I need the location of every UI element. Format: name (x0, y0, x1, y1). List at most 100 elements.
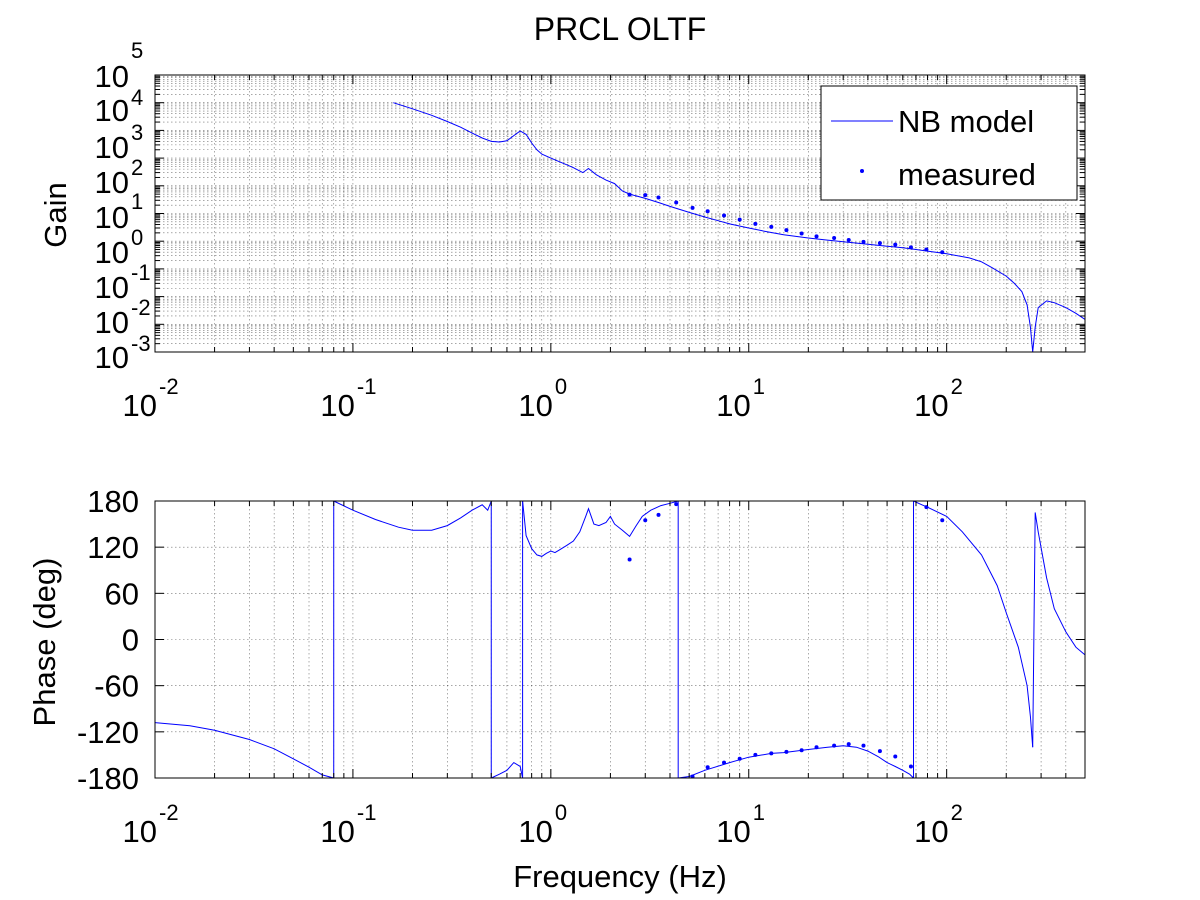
y-tick-label-exponent: 1 (131, 189, 143, 214)
y-tick-label-base: 10 (95, 200, 129, 235)
legend-box (820, 85, 1078, 201)
measured-phase-point (643, 518, 648, 523)
measured-gain-point (814, 234, 819, 239)
measured-gain-point (722, 213, 727, 218)
measured-phase-point (627, 557, 632, 562)
x-tick-label-exponent: 1 (753, 800, 765, 825)
measured-phase-point (674, 502, 679, 507)
x-tick-label: 10-1 (320, 800, 376, 849)
x-tick-label-exponent: 2 (951, 800, 963, 825)
x-tick-label-exponent: 0 (555, 374, 567, 399)
y-tick-label-exponent: -2 (131, 295, 151, 320)
measured-gain-point (940, 250, 945, 255)
measured-gain-point (627, 192, 632, 197)
phase-x-axis-label: Frequency (Hz) (513, 859, 727, 894)
measured-phase-point (908, 764, 913, 769)
x-tick-label-exponent: 1 (753, 374, 765, 399)
y-tick-label: 10-1 (95, 235, 151, 285)
chart-title: PRCL OLTF (534, 11, 706, 47)
y-tick-label: 10-3 (95, 305, 151, 356)
x-tick-label-exponent: -1 (357, 800, 377, 825)
measured-phase-point (737, 756, 742, 761)
measured-phase-point (832, 743, 837, 748)
y-tick-label: 103 (95, 93, 144, 145)
x-tick-label-exponent: -2 (159, 800, 179, 825)
measured-gain-point (674, 200, 679, 205)
x-tick-label-base: 10 (518, 388, 552, 423)
measured-phase-point (705, 765, 710, 770)
measured-gain-point (737, 217, 742, 222)
legend: NB model measured (820, 85, 1078, 201)
measured-phase-point (924, 505, 929, 510)
y-tick-label-base: 10 (95, 235, 129, 270)
y-tick-label-exponent: -1 (131, 260, 151, 285)
x-tick-label: 101 (716, 800, 765, 849)
measured-gain-point (799, 231, 804, 236)
measured-phase-point (799, 748, 804, 753)
measured-phase-point (784, 749, 789, 754)
y-tick-label: -60 (94, 669, 139, 704)
measured-gain-point (643, 193, 648, 198)
y-tick-label-base: 10 (95, 270, 129, 305)
y-tick-label-exponent: 0 (131, 225, 143, 250)
measured-gain-point (705, 209, 710, 214)
y-tick-label-base: 10 (95, 59, 129, 94)
measured-gain-point (908, 245, 913, 250)
measured-gain-point (769, 224, 774, 229)
x-tick-label-exponent: 2 (951, 374, 963, 399)
measured-phase-point (940, 518, 945, 523)
y-tick-label-exponent: -3 (131, 331, 151, 356)
measured-phase-point (753, 752, 758, 757)
y-tick-label: 180 (87, 484, 139, 519)
measured-phase-point (846, 742, 851, 747)
measured-gain-point (753, 221, 758, 226)
y-tick-label: 120 (87, 530, 139, 565)
y-tick-label: 60 (105, 576, 139, 611)
y-tick-label-exponent: 3 (131, 120, 143, 145)
y-tick-label: 10 (95, 340, 129, 375)
measured-phase-point (814, 745, 819, 750)
x-tick-label-base: 10 (914, 814, 948, 849)
nb-model-phase-line (154, 722, 334, 779)
y-tick-label: 100 (95, 200, 144, 250)
gain-grid (154, 75, 1086, 353)
y-tick-label-exponent: 4 (131, 85, 143, 110)
x-tick-label-exponent: 0 (555, 800, 567, 825)
measured-phase-point (690, 774, 695, 779)
y-tick-label-base: 10 (95, 93, 129, 128)
x-tick-label: 101 (716, 374, 765, 423)
nb-model-phase-line (491, 761, 524, 779)
legend-marker-swatch (860, 169, 864, 173)
x-tick-label-exponent: -1 (357, 374, 377, 399)
measured-gain-point (877, 241, 882, 246)
x-tick-label: 100 (518, 374, 567, 423)
x-tick-label-base: 10 (123, 388, 157, 423)
measured-gain-point (846, 238, 851, 243)
y-tick-label-base: 10 (95, 340, 129, 375)
y-tick-label-exponent: 5 (131, 38, 143, 63)
y-tick-label: -120 (77, 715, 139, 750)
y-tick-label: 105 4 (95, 38, 144, 110)
measured-phase-point (893, 754, 898, 759)
x-tick-label: 102 (914, 800, 963, 849)
x-tick-label-base: 10 (716, 388, 750, 423)
y-tick-label-exponent: 2 (131, 155, 143, 180)
y-tick-label: 10-2 (95, 270, 151, 320)
measured-gain-point (784, 228, 789, 233)
nb-model-phase-line (333, 500, 492, 531)
measured-phase-point (877, 749, 882, 754)
gain-y-axis-label: Gain (38, 182, 73, 247)
x-tick-label: 102 (914, 374, 963, 423)
gain-data (393, 102, 1086, 353)
measured-gain-point (690, 205, 695, 210)
x-tick-label: 100 (518, 800, 567, 849)
measured-phase-point (722, 760, 727, 765)
y-tick-label-base: 10 (95, 165, 129, 200)
x-tick-label-base: 10 (518, 814, 552, 849)
measured-phase-point (861, 743, 866, 748)
